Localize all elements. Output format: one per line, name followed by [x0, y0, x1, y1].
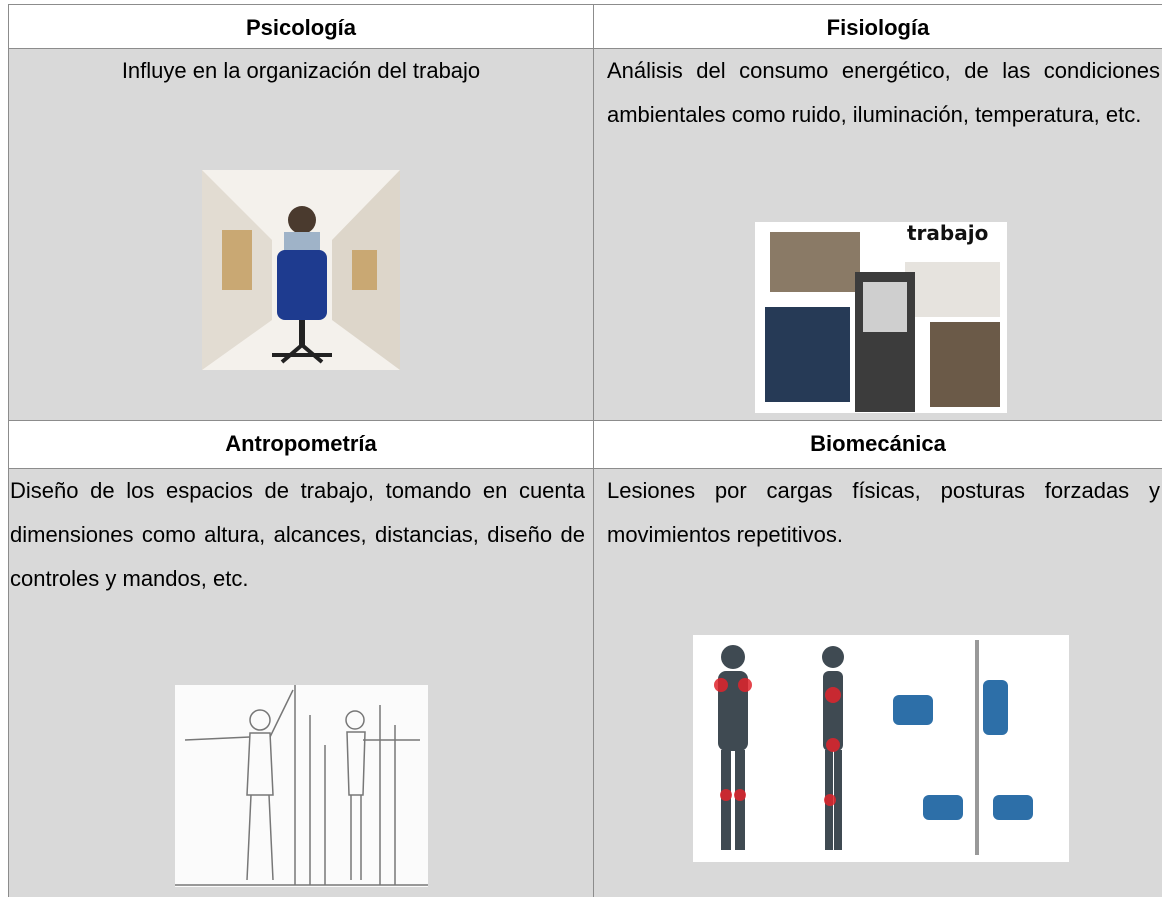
cell-text: Análisis del consumo energético, de las …	[607, 58, 1160, 127]
cell-text: Lesiones por cargas físicas, posturas fo…	[607, 478, 1160, 547]
cell-text: Influye en la organización del trabajo	[121, 58, 481, 83]
header-cell: Antropometría	[9, 421, 593, 468]
header-cell: Biomecánica	[594, 421, 1162, 468]
header-cell: Fisiología	[594, 5, 1162, 48]
image-work: trabajo	[755, 222, 1007, 413]
header-text: Psicología	[245, 15, 357, 40]
image-label: trabajo	[907, 222, 988, 245]
image-anthropometry	[175, 685, 428, 887]
header-text: Fisiología	[826, 15, 930, 40]
image-biomechanics	[693, 635, 1069, 862]
header-text: Biomecánica	[810, 431, 946, 456]
border	[8, 420, 1162, 421]
border	[8, 468, 1162, 469]
border	[593, 4, 594, 897]
border	[8, 4, 1162, 5]
header-cell: Psicología	[9, 5, 593, 48]
border	[8, 48, 1162, 49]
body-cell: Análisis del consumo energético, de las …	[594, 49, 1162, 420]
image-office	[202, 170, 400, 370]
border	[8, 4, 9, 897]
header-text: Antropometría	[225, 431, 377, 456]
cell-text: Diseño de los espacios de trabajo, toman…	[10, 478, 585, 591]
